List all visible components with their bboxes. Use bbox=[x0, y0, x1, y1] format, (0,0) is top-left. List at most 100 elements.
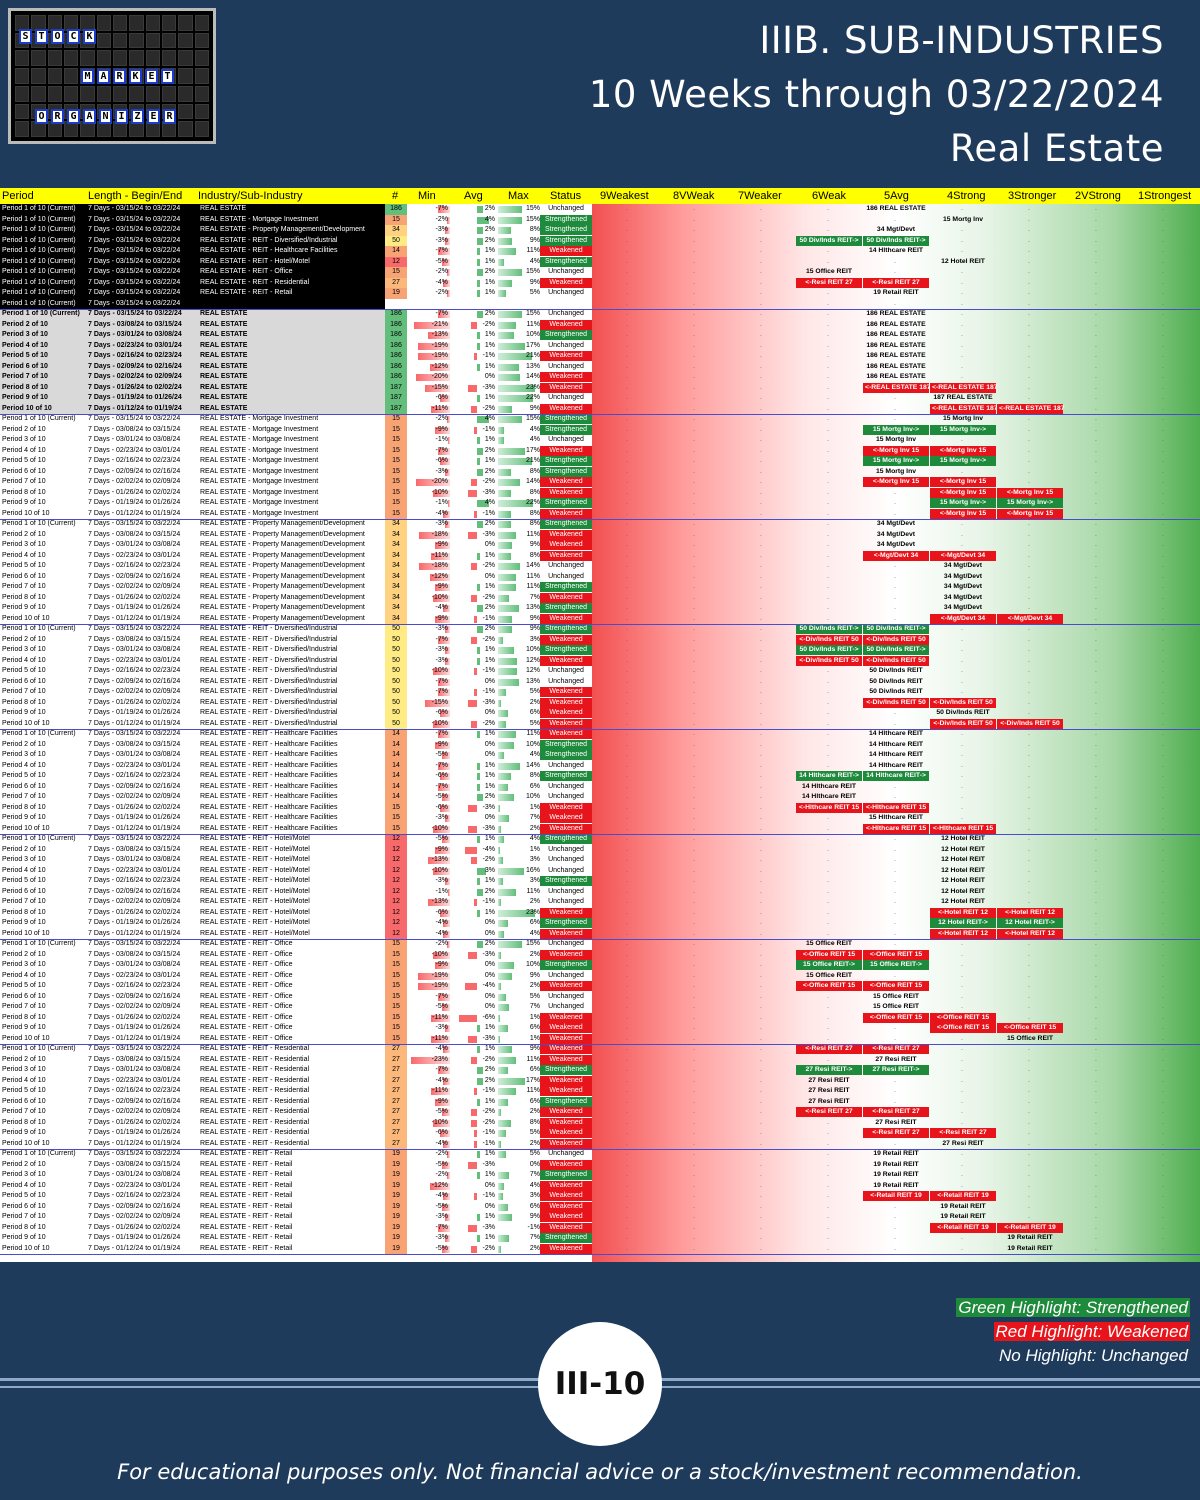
empty-rank-cell: . bbox=[827, 782, 829, 790]
count-cell: 15 bbox=[385, 939, 407, 950]
empty-rank-cell: . bbox=[1028, 478, 1030, 485]
industry-cell: REAL ESTATE - REIT - Office bbox=[200, 992, 293, 1000]
empty-rank-cell: . bbox=[894, 499, 896, 506]
empty-rank-cell: . bbox=[961, 530, 963, 538]
avg-bar bbox=[477, 437, 480, 444]
empty-rank-cell: . bbox=[693, 656, 695, 664]
rank-position-label: <-Hotel REIT 12 bbox=[997, 928, 1063, 939]
empty-rank-cell: . bbox=[894, 373, 896, 380]
empty-rank-cell: . bbox=[760, 1076, 762, 1084]
avg-cell: -2% bbox=[482, 404, 495, 412]
empty-rank-cell: . bbox=[693, 950, 695, 958]
avg-bar bbox=[474, 426, 477, 434]
industry-cell: REAL ESTATE - REIT - Office bbox=[200, 1034, 293, 1042]
empty-rank-cell: . bbox=[760, 940, 762, 947]
avg-cell: 0% bbox=[484, 1003, 495, 1010]
empty-rank-cell: . bbox=[626, 215, 628, 223]
count-cell: 15 bbox=[385, 435, 407, 446]
empty-rank-cell: . bbox=[1095, 226, 1097, 233]
empty-rank-cell: . bbox=[1162, 866, 1164, 874]
count-cell: 15 bbox=[385, 970, 407, 981]
empty-rank-cell: . bbox=[1028, 1181, 1030, 1189]
logo-letter: N bbox=[99, 109, 112, 124]
period-cell: Period 4 of 10 bbox=[2, 551, 46, 559]
empty-rank-cell: . bbox=[626, 278, 628, 286]
status-badge: Weakened bbox=[540, 277, 592, 288]
empty-rank-cell: . bbox=[1095, 1213, 1097, 1220]
rank-position-label: <-Office REIT 15 bbox=[930, 1023, 996, 1033]
empty-rank-cell: . bbox=[693, 1171, 695, 1178]
industry-cell: REAL ESTATE - REIT - Retail bbox=[200, 1244, 293, 1252]
status-badge: Unchanged bbox=[548, 205, 584, 212]
empty-rank-cell: . bbox=[1028, 1192, 1030, 1199]
min-cell: -9% bbox=[435, 961, 448, 968]
avg-cell: -1% bbox=[482, 614, 495, 622]
empty-rank-cell: . bbox=[894, 761, 896, 769]
min-bar bbox=[434, 846, 450, 854]
empty-rank-cell: . bbox=[1162, 856, 1164, 863]
empty-rank-cell: . bbox=[894, 740, 896, 748]
empty-rank-cell: . bbox=[626, 331, 628, 338]
empty-rank-cell: . bbox=[626, 740, 628, 748]
row-label: Period 9 of 10 7 Days - 01/19/24 to 01/26… bbox=[0, 1128, 385, 1139]
period-cell: Period 2 of 10 bbox=[2, 425, 46, 433]
empty-rank-cell: . bbox=[693, 740, 695, 748]
industry-cell: REAL ESTATE - REIT - Residential bbox=[200, 1139, 310, 1147]
industry-cell: REAL ESTATE - Mortgage Investment bbox=[200, 478, 319, 485]
empty-rank-cell: . bbox=[1162, 551, 1164, 559]
empty-rank-cell: . bbox=[827, 499, 829, 506]
empty-rank-cell: . bbox=[1095, 1024, 1097, 1031]
length-cell: 7 Days - 03/15/24 to 03/22/24 bbox=[88, 940, 181, 947]
min-cell: -7% bbox=[435, 205, 448, 212]
max-bar bbox=[498, 657, 518, 665]
rank-position-label: 14 Hlthcare REIT bbox=[868, 247, 924, 254]
length-cell: 7 Days - 01/19/24 to 01/26/24 bbox=[88, 1024, 181, 1031]
empty-rank-cell: . bbox=[1028, 341, 1030, 349]
avg-bar bbox=[471, 321, 477, 329]
max-bar bbox=[498, 468, 511, 476]
max-cell: 9% bbox=[529, 404, 540, 412]
empty-rank-cell: . bbox=[760, 1192, 762, 1199]
empty-rank-cell: . bbox=[693, 551, 695, 559]
empty-rank-cell: . bbox=[760, 1087, 762, 1094]
industry-cell: REAL ESTATE - REIT - Diversified/Industr… bbox=[200, 656, 338, 664]
count-cell: 34 bbox=[385, 540, 407, 551]
row-label: Period 1 of 10 (Current) 7 Days - 03/15/2… bbox=[0, 834, 385, 845]
empty-rank-cell: . bbox=[894, 331, 896, 338]
industry-cell: REAL ESTATE - REIT - Residential bbox=[200, 1066, 310, 1073]
empty-rank-cell: . bbox=[1162, 236, 1164, 244]
empty-rank-cell: . bbox=[760, 247, 762, 254]
empty-rank-cell: . bbox=[1028, 520, 1030, 527]
empty-rank-cell: . bbox=[693, 824, 695, 832]
period-cell: Period 10 of 10 bbox=[2, 719, 50, 727]
length-cell: 7 Days - 02/23/24 to 03/01/24 bbox=[88, 761, 181, 769]
table-row: Period 8 of 10 7 Days - 01/26/24 to 02/02… bbox=[0, 592, 1200, 603]
min-bar bbox=[439, 458, 450, 465]
max-bar bbox=[498, 1119, 511, 1127]
empty-rank-cell: . bbox=[827, 929, 829, 937]
empty-rank-cell: . bbox=[1162, 961, 1164, 968]
rank-position-label: <-Mortg Inv 15 bbox=[997, 508, 1063, 519]
rank-position-label: 15 Mortg Inv bbox=[875, 436, 917, 443]
empty-rank-cell: . bbox=[827, 1129, 829, 1136]
empty-rank-cell: . bbox=[1028, 289, 1030, 296]
max-bar bbox=[498, 206, 522, 213]
rank-position-label: <-Hlthcare REIT 15 bbox=[930, 823, 996, 834]
avg-bar bbox=[468, 1224, 477, 1232]
table-row: Period 7 of 10 7 Days - 02/02/24 to 02/09… bbox=[0, 1002, 1200, 1013]
length-cell: 7 Days - 03/01/24 to 03/08/24 bbox=[88, 1066, 181, 1073]
count-cell: 19 bbox=[385, 288, 407, 299]
empty-rank-cell: . bbox=[626, 604, 628, 611]
group-separator bbox=[0, 519, 1200, 520]
empty-rank-cell: . bbox=[760, 373, 762, 380]
empty-rank-cell: . bbox=[827, 1024, 829, 1031]
row-label: Period 5 of 10 7 Days - 02/16/24 to 02/23… bbox=[0, 1191, 385, 1202]
empty-rank-cell: . bbox=[1095, 940, 1097, 947]
empty-rank-cell: . bbox=[1095, 478, 1097, 485]
logo-letter: K bbox=[129, 69, 142, 84]
min-cell: -4% bbox=[435, 278, 448, 286]
min-cell: -23% bbox=[431, 1055, 448, 1063]
rank-position-label: <-REAL ESTATE 187 bbox=[997, 403, 1065, 414]
empty-rank-cell: . bbox=[1162, 898, 1164, 905]
